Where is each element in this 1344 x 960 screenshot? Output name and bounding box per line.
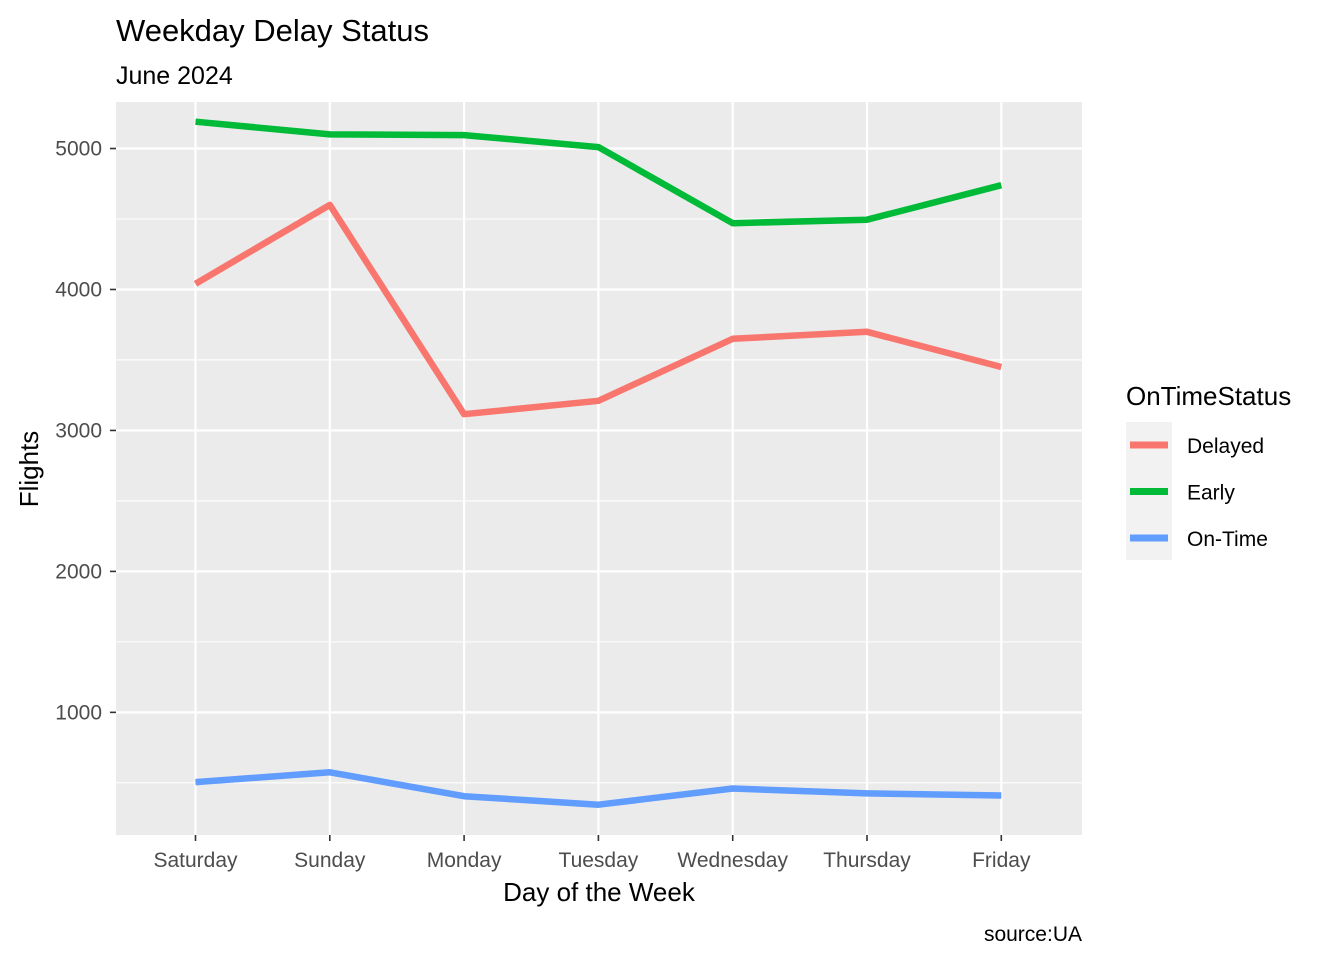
chart-caption: source:UA xyxy=(984,923,1082,946)
x-tick-label: Tuesday xyxy=(559,849,639,872)
series-line-early xyxy=(195,118,1003,227)
x-tick-label: Saturday xyxy=(153,849,238,872)
x-tick-label: Sunday xyxy=(294,849,366,872)
x-tick-label: Wednesday xyxy=(677,849,788,872)
series-lines xyxy=(193,118,1003,808)
series-line-delayed xyxy=(193,201,1003,418)
legend-title: OnTimeStatus xyxy=(1126,381,1291,411)
chart-subtitle: June 2024 xyxy=(116,62,233,90)
y-tick-label: 5000 xyxy=(55,138,102,161)
legend-items: Delayed Early On-Time xyxy=(1130,435,1268,551)
chart-title: Weekday Delay Status xyxy=(116,13,429,48)
x-tick-label: Thursday xyxy=(823,849,911,872)
y-tick-label: 4000 xyxy=(55,278,102,301)
legend-label-on-time: On-Time xyxy=(1187,528,1268,551)
x-tick-label: Friday xyxy=(972,849,1031,872)
y-tick-label: 3000 xyxy=(55,419,102,442)
x-tick-label: Monday xyxy=(427,849,502,872)
y-tick-label: 1000 xyxy=(55,701,102,724)
x-axis: Saturday Sunday Monday Tuesday Wednesday Thur… xyxy=(153,835,1031,872)
x-axis-title: Day of the Week xyxy=(503,877,696,907)
series-line-on-time xyxy=(195,769,1002,808)
legend: OnTimeStatus Delayed Early On-Time xyxy=(1126,381,1291,560)
legend-label-delayed: Delayed xyxy=(1187,435,1264,458)
legend-label-early: Early xyxy=(1187,482,1235,505)
y-axis-title: Flights xyxy=(14,431,44,508)
y-axis: 1000 2000 3000 4000 5000 xyxy=(55,138,116,724)
y-tick-label: 2000 xyxy=(55,560,102,583)
